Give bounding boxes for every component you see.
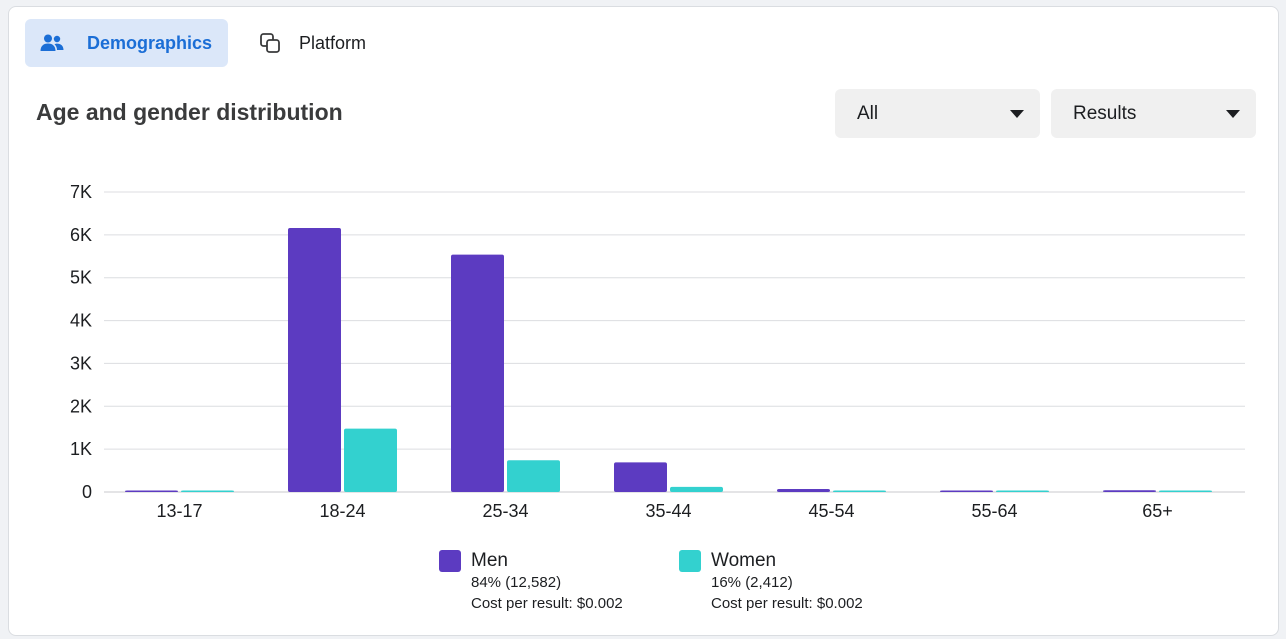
legend-women-swatch: [679, 550, 701, 572]
caret-down-icon: [1010, 109, 1024, 118]
bar-women-18-24: [344, 428, 397, 492]
demographics-card: Demographics Platform Age and gender dis…: [8, 6, 1279, 636]
y-tick-label: 1K: [70, 439, 92, 459]
y-tick-label: 3K: [70, 353, 92, 373]
age-gender-bar-chart: 0 1K 2K 3K 4K 5K 6K 7K 13-17 18-24 25-34 35-44 45-54…: [70, 182, 1245, 521]
legend-women-cost: Cost per result: $0.002: [711, 595, 863, 612]
people-icon: [39, 30, 65, 56]
tab-demographics[interactable]: Demographics: [25, 19, 228, 67]
caret-down-icon: [1226, 109, 1240, 118]
section-title: Age and gender distribution: [36, 99, 343, 125]
legend-men-share: 84% (12,582): [471, 574, 562, 591]
bar-men-18-24: [288, 228, 341, 492]
bar-men-65+: [1103, 490, 1156, 492]
legend-women-name: Women: [711, 550, 777, 571]
y-tick-label: 7K: [70, 182, 92, 202]
x-tick-label: 35-44: [645, 501, 691, 521]
tab-platform[interactable]: Platform: [241, 19, 401, 67]
audience-select[interactable]: All: [835, 89, 1040, 138]
legend-men: Men 84% (12,582) Cost per result: $0.002: [439, 550, 623, 614]
bar-men-25-34: [451, 254, 504, 492]
x-tick-label: 25-34: [482, 501, 528, 521]
x-tick-label: 18-24: [319, 501, 365, 521]
bar-men-45-54: [777, 489, 830, 492]
bar-women-45-54: [833, 490, 886, 492]
tab-platform-label: Platform: [299, 32, 367, 53]
legend-men-swatch: [439, 550, 461, 572]
bar-women-65+: [1159, 490, 1212, 492]
y-tick-label: 0: [82, 482, 92, 502]
metric-select-value: Results: [1073, 102, 1137, 124]
y-tick-label: 5K: [70, 268, 92, 288]
legend-men-name: Men: [471, 550, 508, 571]
bar-women-25-34: [507, 460, 560, 492]
y-tick-label: 4K: [70, 311, 92, 331]
bar-men-35-44: [614, 462, 667, 492]
legend-men-cost: Cost per result: $0.002: [471, 595, 623, 612]
y-tick-label: 2K: [70, 396, 92, 416]
tab-demographics-label: Demographics: [87, 32, 213, 53]
legend-women-share: 16% (2,412): [711, 574, 793, 591]
bar-men-55-64: [940, 490, 993, 492]
bar-women-55-64: [996, 490, 1049, 492]
x-tick-label: 45-54: [808, 501, 854, 521]
x-tick-label: 13-17: [156, 501, 202, 521]
bar-men-13-17: [125, 490, 178, 492]
bar-women-13-17: [181, 490, 234, 492]
audience-select-value: All: [857, 102, 879, 124]
legend-women: Women 16% (2,412) Cost per result: $0.00…: [679, 550, 863, 614]
metric-select[interactable]: Results: [1051, 89, 1256, 138]
bar-women-35-44: [670, 486, 723, 492]
x-tick-label: 55-64: [971, 501, 1017, 521]
x-tick-label: 65+: [1142, 501, 1173, 521]
y-tick-label: 6K: [70, 225, 92, 245]
overlap-squares-icon: [257, 30, 283, 56]
